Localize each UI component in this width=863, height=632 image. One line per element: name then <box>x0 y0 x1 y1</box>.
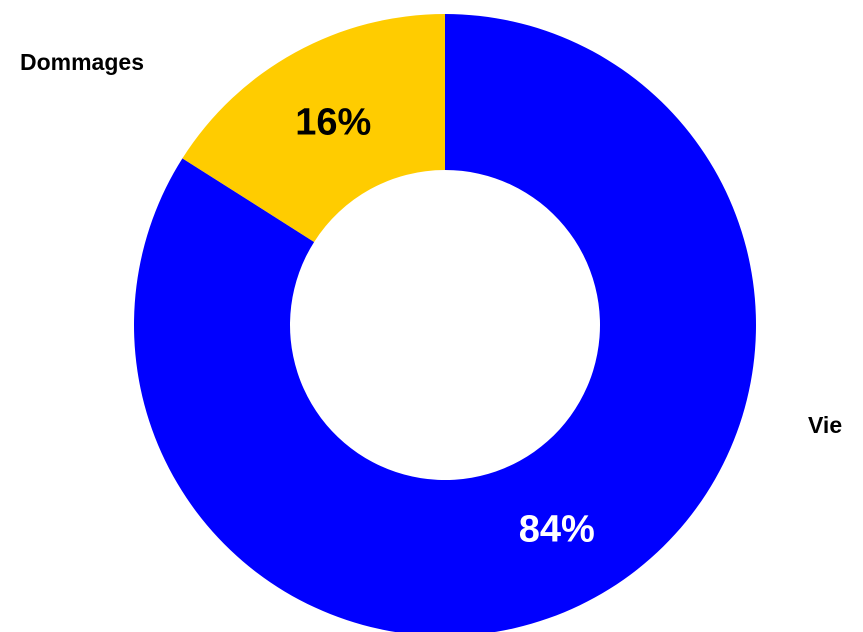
value-label-vie: 84% <box>519 508 595 550</box>
category-label-vie: Vie <box>808 412 842 438</box>
value-label-dommages: 16% <box>295 102 371 144</box>
slice-vie <box>134 14 756 632</box>
donut-slices <box>134 13 756 632</box>
donut-labels: 84% Vie 16% Dommages <box>20 49 842 550</box>
slice-dommages <box>182 13 446 242</box>
category-label-dommages: Dommages <box>20 49 144 75</box>
